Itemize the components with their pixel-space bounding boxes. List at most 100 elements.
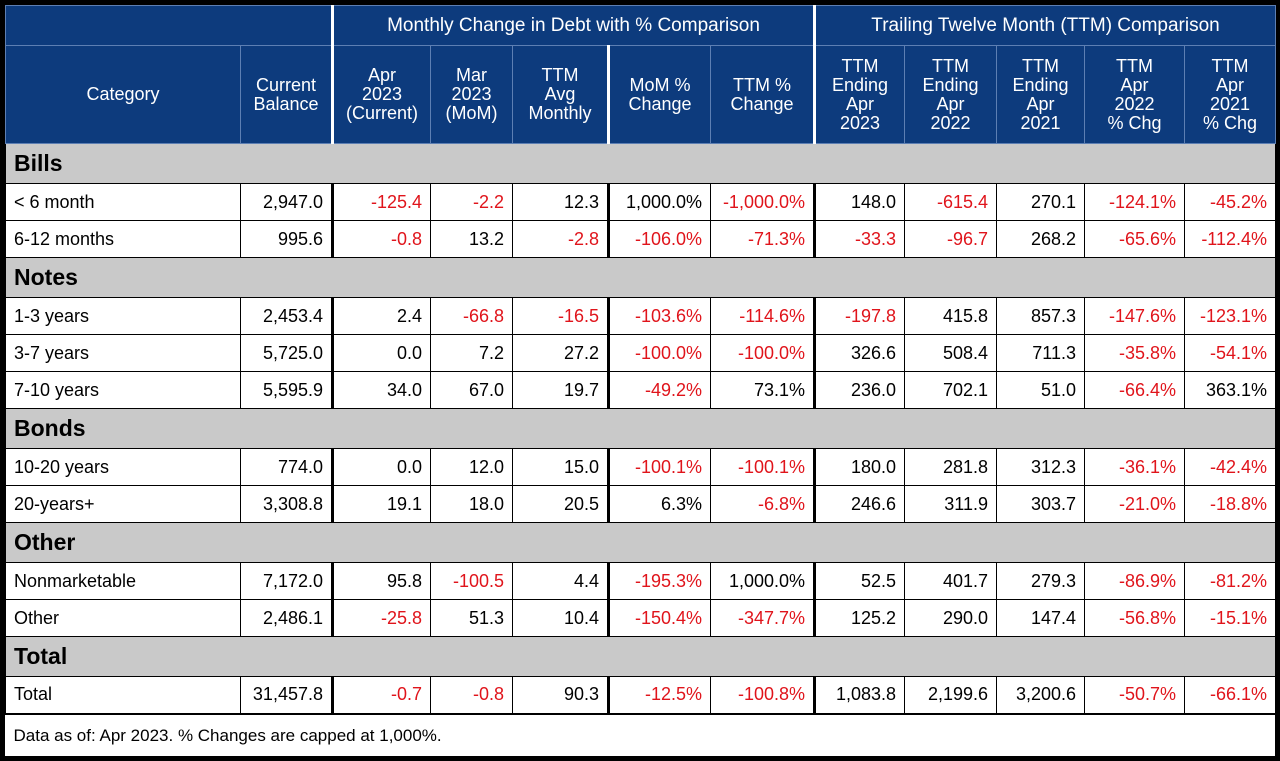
value-cell: 12.3 [512, 183, 610, 221]
value-cell: -147.6% [1084, 297, 1185, 335]
value-cell: 415.8 [904, 297, 997, 335]
value-cell: -2.2 [430, 183, 513, 221]
value-cell: -54.1% [1183, 334, 1277, 372]
debt-table: Monthly Change in Debt with % Comparison… [4, 5, 1277, 757]
value-cell: 125.2 [814, 599, 905, 637]
value-cell: -12.5% [608, 676, 711, 714]
value-cell: 73.1% [710, 371, 816, 409]
data-row: < 6 month 2,947.0 -125.4 -2.2 12.3 1,000.0% -1… [5, 183, 1277, 221]
value-cell: -15.1% [1183, 599, 1277, 637]
value-cell: 7.2 [430, 334, 513, 372]
value-cell: 1,083.8 [814, 676, 905, 714]
column-header: TTM Avg Monthly [512, 45, 610, 144]
label-cell: Other [5, 599, 241, 637]
value-cell: 19.7 [512, 371, 610, 409]
value-cell: -42.4% [1183, 448, 1277, 486]
value-cell: 774.0 [240, 448, 334, 486]
value-cell: 281.8 [904, 448, 997, 486]
value-cell: 236.0 [814, 371, 905, 409]
label-cell: 1-3 years [5, 297, 241, 335]
value-cell: 5,725.0 [240, 334, 334, 372]
value-cell: -1,000.0% [710, 183, 816, 221]
section-title: Notes [4, 257, 1277, 298]
value-cell: -6.8% [710, 485, 816, 523]
value-cell: -615.4 [904, 183, 997, 221]
data-row: 1-3 years 2,453.4 2.4 -66.8 -16.5 -103.6% -114… [5, 297, 1277, 335]
value-cell: -347.7% [710, 599, 816, 637]
value-cell: 312.3 [996, 448, 1085, 486]
footer-row: Data as of: Apr 2023. % Changes are capp… [5, 712, 1276, 757]
value-cell: 2,486.1 [240, 599, 334, 637]
value-cell: -56.8% [1084, 599, 1185, 637]
value-cell: 702.1 [904, 371, 997, 409]
data-row: Total 31,457.8 -0.7 -0.8 90.3 -12.5% -100.8% 1,… [5, 676, 1277, 714]
value-cell: 1,000.0% [608, 183, 711, 221]
value-cell: 31,457.8 [240, 676, 334, 714]
value-cell: -112.4% [1183, 220, 1277, 258]
data-row: 6-12 months 995.6 -0.8 13.2 -2.8 -106.0% -71.3… [5, 220, 1277, 258]
value-cell: -33.3 [814, 220, 905, 258]
value-cell: -71.3% [710, 220, 816, 258]
value-cell: -21.0% [1084, 485, 1185, 523]
value-cell: 67.0 [430, 371, 513, 409]
value-cell: -123.1% [1183, 297, 1277, 335]
section-title: Total [4, 636, 1277, 677]
value-cell: 3,308.8 [240, 485, 334, 523]
section-title: Bills [4, 143, 1277, 184]
value-cell: -66.4% [1084, 371, 1185, 409]
column-header: TTM Ending Apr 2021 [996, 45, 1085, 144]
blank-header [5, 5, 334, 46]
value-cell: -81.2% [1183, 562, 1277, 600]
value-cell: 246.6 [814, 485, 905, 523]
section-row: Notes [4, 257, 1277, 298]
value-cell: 180.0 [814, 448, 905, 486]
value-cell: -66.1% [1183, 676, 1277, 714]
value-cell: 148.0 [814, 183, 905, 221]
data-row: 20-years+ 3,308.8 19.1 18.0 20.5 6.3% -6.8% 246… [5, 485, 1277, 523]
value-cell: -25.8 [332, 599, 431, 637]
section-row: Total [4, 636, 1277, 677]
section-row: Bills [4, 143, 1277, 184]
value-cell: -103.6% [608, 297, 711, 335]
value-cell: -100.1% [608, 448, 711, 486]
section-title: Bonds [4, 408, 1277, 449]
value-cell: -36.1% [1084, 448, 1185, 486]
value-cell: 0.0 [332, 448, 431, 486]
value-cell: 15.0 [512, 448, 610, 486]
value-cell: -114.6% [710, 297, 816, 335]
value-cell: -86.9% [1084, 562, 1185, 600]
group-header-row: Monthly Change in Debt with % Comparison… [5, 5, 1277, 46]
label-cell: 20-years+ [5, 485, 241, 523]
value-cell: 4.4 [512, 562, 610, 600]
value-cell: 303.7 [996, 485, 1085, 523]
value-cell: 290.0 [904, 599, 997, 637]
value-cell: -106.0% [608, 220, 711, 258]
value-cell: 18.0 [430, 485, 513, 523]
value-cell: 52.5 [814, 562, 905, 600]
value-cell: 19.1 [332, 485, 431, 523]
value-cell: 995.6 [240, 220, 334, 258]
value-cell: -100.0% [710, 334, 816, 372]
value-cell: 326.6 [814, 334, 905, 372]
value-cell: 13.2 [430, 220, 513, 258]
value-cell: 1,000.0% [710, 562, 816, 600]
value-cell: 268.2 [996, 220, 1085, 258]
value-cell: 51.0 [996, 371, 1085, 409]
value-cell: 90.3 [512, 676, 610, 714]
column-header: Category [5, 45, 241, 144]
value-cell: -100.5 [430, 562, 513, 600]
section-row: Other [4, 522, 1277, 563]
value-cell: -18.8% [1183, 485, 1277, 523]
value-cell: -35.8% [1084, 334, 1185, 372]
value-cell: -50.7% [1084, 676, 1185, 714]
value-cell: 270.1 [996, 183, 1085, 221]
column-header: Mar 2023 (MoM) [430, 45, 513, 144]
data-row: Other 2,486.1 -25.8 51.3 10.4 -150.4% -347.7% 1… [5, 599, 1277, 637]
value-cell: 2,453.4 [240, 297, 334, 335]
column-header: MoM % Change [608, 45, 711, 144]
value-cell: 508.4 [904, 334, 997, 372]
column-header: Apr 2023 (Current) [332, 45, 431, 144]
value-cell: -100.0% [608, 334, 711, 372]
value-cell: 27.2 [512, 334, 610, 372]
